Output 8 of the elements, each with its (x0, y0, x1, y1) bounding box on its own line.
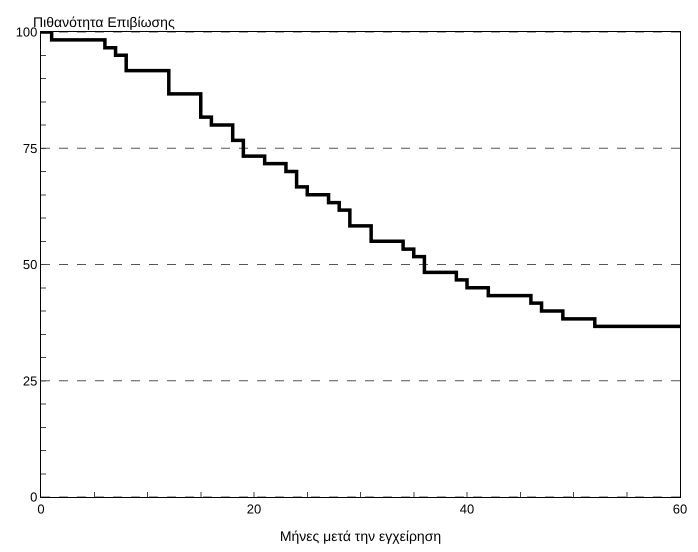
x-tick-label: 20 (246, 502, 262, 517)
y-tick-label: 0 (30, 490, 38, 505)
x-axis-title: Μήνες μετά την εγχείρηση (280, 528, 442, 544)
y-tick-label: 25 (22, 373, 38, 388)
x-tick-label: 40 (460, 502, 474, 517)
x-tick-label: 60 (672, 502, 688, 517)
y-tick-label: 50 (22, 257, 38, 272)
y-tick-label: 75 (22, 140, 38, 156)
